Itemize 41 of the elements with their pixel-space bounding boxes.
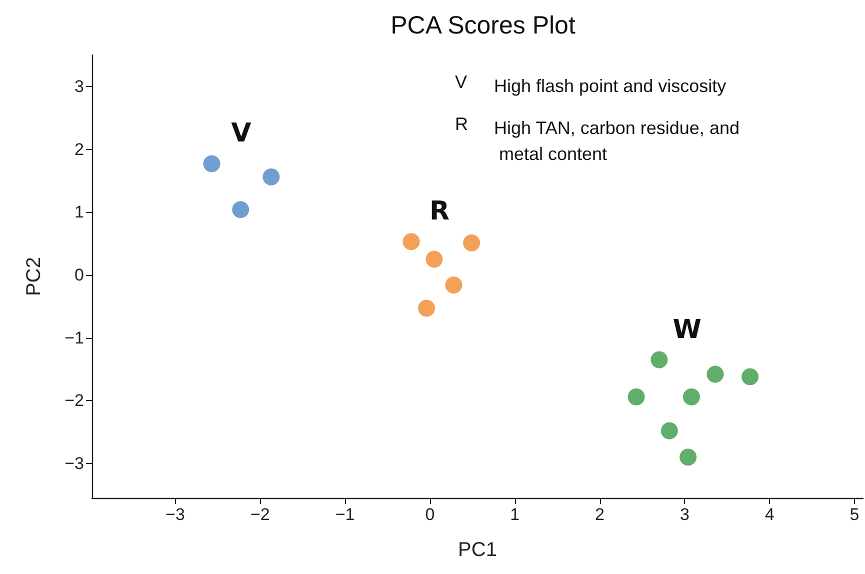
point [445, 276, 462, 294]
point [660, 422, 678, 440]
point [650, 351, 668, 368]
x-tick-label: 0 [425, 505, 435, 524]
point [463, 234, 480, 252]
point [682, 388, 700, 406]
y-tick-label: −2 [64, 391, 84, 410]
x-axis-title: PC1 [458, 539, 497, 561]
annotation: High TAN, carbon residue, and metal content [494, 118, 740, 164]
y-tick-label: −1 [64, 328, 84, 348]
point [706, 366, 724, 383]
x-tick-label: 2 [595, 505, 605, 524]
point [742, 368, 759, 386]
series-label: V [231, 118, 252, 149]
annotation: V [455, 72, 468, 92]
x-tick-label: −1 [335, 505, 355, 524]
x-tick-label: 1 [510, 505, 520, 524]
chart-title: PCA Scores Plot [390, 12, 576, 40]
x-tick-label: −2 [250, 505, 270, 524]
point [402, 233, 420, 250]
x-tick-label: 4 [764, 505, 774, 524]
y-tick-label: 1 [74, 202, 84, 222]
x-tick-label: −3 [166, 505, 185, 524]
annotation: High flash point and viscosity [494, 76, 726, 96]
y-axis-title: PC2 [23, 257, 45, 296]
point [628, 388, 645, 406]
y-tick-label: 0 [74, 265, 84, 284]
y-tick-label: 3 [74, 76, 84, 96]
point [203, 155, 220, 172]
point [232, 201, 250, 218]
point [680, 448, 697, 466]
x-tick-label: 3 [680, 505, 690, 524]
y-tick-label: −3 [64, 454, 84, 473]
y-tick-label: 2 [74, 140, 84, 159]
point [418, 300, 436, 317]
series-label: W [672, 314, 702, 345]
annotation: R [455, 114, 468, 134]
x-tick-label: 5 [850, 505, 860, 524]
point [262, 168, 280, 186]
point [426, 250, 443, 268]
series-label: R [429, 196, 450, 227]
